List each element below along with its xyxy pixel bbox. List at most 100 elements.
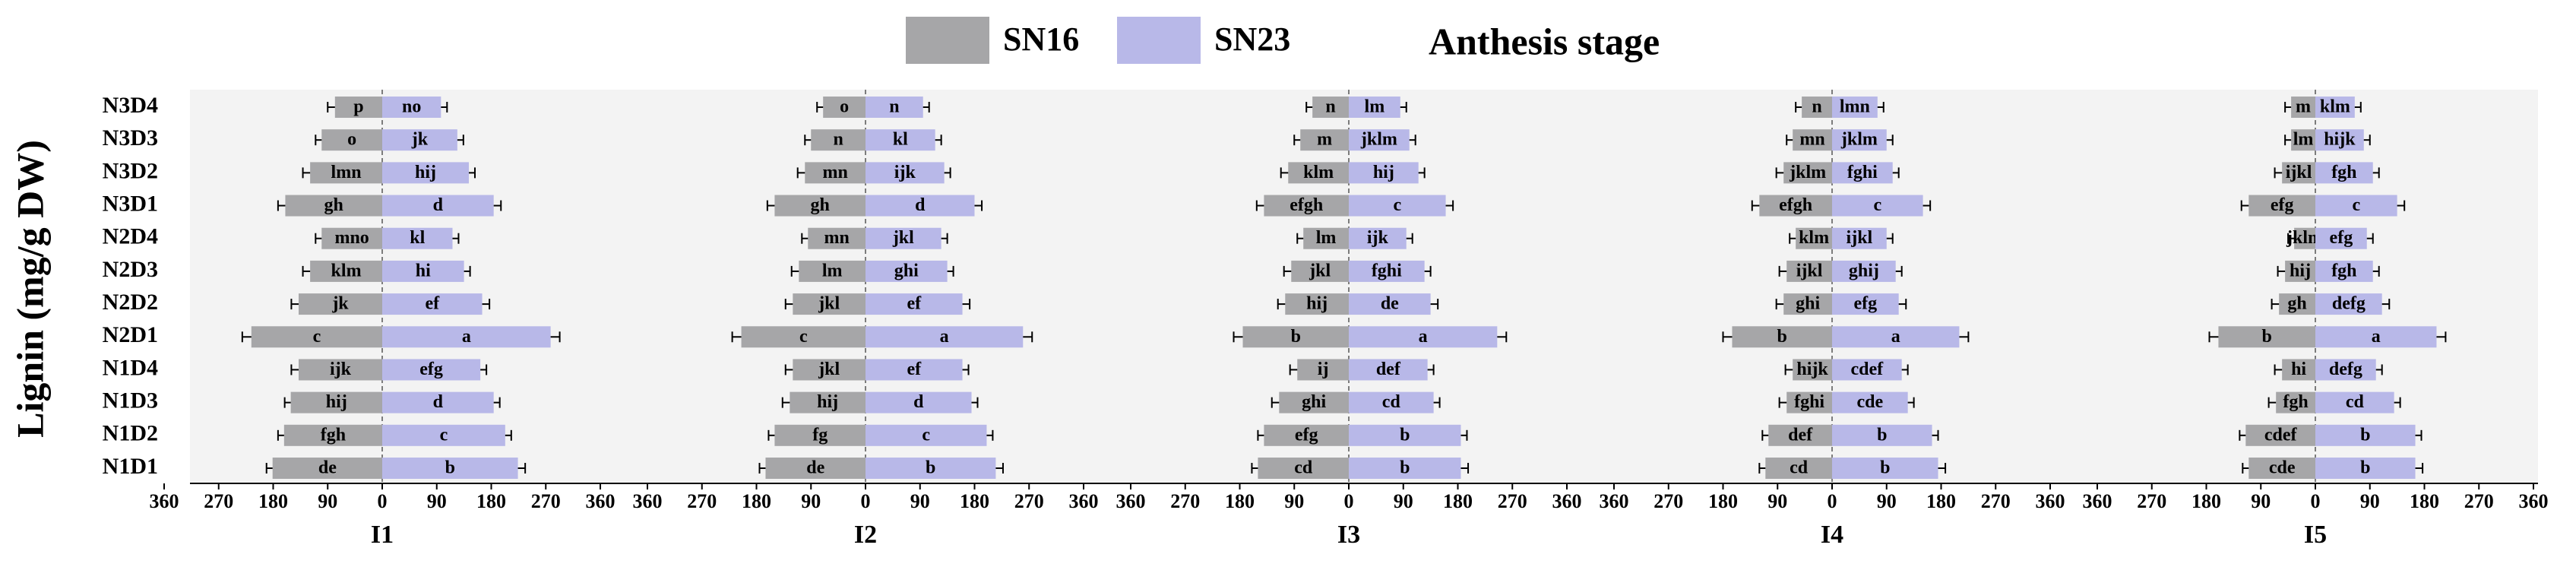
significance-letter: hi [2291,360,2306,379]
significance-letter: fgh [2283,392,2308,412]
bar [1349,227,1407,249]
bar [1297,359,1349,381]
bar [1832,293,1899,315]
significance-letter: n [889,97,899,117]
bar [866,97,923,118]
significance-letter: efg [419,360,443,379]
bar [765,458,866,479]
x-tick-label: 90 [1877,490,1897,512]
bar [1759,195,1832,217]
bar [1832,260,1896,282]
category-label: N2D2 [103,290,158,315]
bar [2282,359,2315,381]
bar [382,227,453,249]
bar [310,260,382,282]
bar [382,260,464,282]
significance-letter: a [940,327,949,347]
significance-letter: a [2372,327,2381,347]
significance-letter: efgh [1779,195,1812,215]
significance-letter: a [1891,327,1900,347]
significance-letter: hij [1306,294,1328,314]
bar [382,359,481,381]
x-tick-label: 0 [378,490,388,512]
bar [382,195,494,217]
legend-label: SN23 [1214,21,1290,58]
significance-letter: ijk [894,163,916,182]
significance-letter: cde [2269,458,2296,478]
category-label: N2D1 [103,322,158,347]
bar [2315,326,2437,348]
bar [285,195,382,217]
bar [2248,458,2315,479]
x-tick-label: 360 [150,490,179,512]
significance-letter: n [1325,97,1335,117]
bar [298,359,382,381]
significance-letter: fghi [1847,163,1878,182]
bar [1802,97,1832,118]
significance-letter: fg [812,425,828,445]
significance-letter: mn [824,228,849,248]
bar [298,293,382,315]
significance-letter: efg [2271,195,2294,215]
significance-letter: d [915,195,926,215]
bar [1349,359,1428,381]
bar [382,424,505,446]
significance-letter: cdef [2264,425,2298,445]
bar [799,260,866,282]
bar [2315,359,2376,381]
x-tick-label: 180 [2410,490,2439,512]
bar [1349,97,1400,118]
x-tick-label: 90 [1284,490,1304,512]
bar [1793,129,1832,151]
x-tick-label: 0 [1344,490,1354,512]
significance-letter: c [440,425,448,445]
bar [1832,391,1908,413]
bar [2248,195,2315,217]
bar [2315,97,2355,118]
significance-letter: mn [1799,130,1824,150]
significance-letter: fgh [321,425,346,445]
significance-letter: defg [2329,360,2362,379]
significance-letter: efg [1854,294,1878,314]
bar [2315,458,2416,479]
significance-letter: jkl [892,228,914,248]
x-tick-label: 270 [1170,490,1200,512]
x-tick-label: 360 [1116,490,1146,512]
significance-letter: mno [334,228,369,248]
significance-letter: gh [811,195,830,215]
panel-label: I4 [1821,521,1843,549]
bar [310,162,382,184]
significance-letter: hi [416,261,431,280]
bar [790,391,866,413]
significance-letter: b [1880,458,1890,478]
significance-letter: cd [1790,458,1809,478]
bar [866,326,1024,348]
bar [1786,391,1832,413]
significance-letter: ijkl [2286,163,2312,182]
significance-letter: o [840,97,849,117]
significance-letter: lm [2293,130,2314,150]
significance-letter: kl [410,228,425,248]
category-label: N1D2 [103,421,158,446]
category-label: N3D1 [103,191,158,216]
significance-letter: c [1393,195,1401,215]
significance-letter: lmn [331,163,362,182]
bar [1349,260,1425,282]
significance-letter: c [313,327,321,347]
significance-letter: ijk [330,360,352,379]
significance-letter: b [1400,458,1410,478]
bar [1832,359,1902,381]
bar [382,326,551,348]
significance-letter: ijkl [1847,228,1873,248]
bar [2279,293,2315,315]
bar [2218,326,2315,348]
bar [283,424,382,446]
bar [321,227,382,249]
category-label: N1D3 [103,388,158,413]
bar [1783,162,1832,184]
x-tick-label: 180 [1708,490,1738,512]
x-tick-label: 180 [1225,490,1255,512]
significance-letter: def [1788,425,1813,445]
bar [1279,391,1349,413]
x-tick-label: 90 [910,490,930,512]
